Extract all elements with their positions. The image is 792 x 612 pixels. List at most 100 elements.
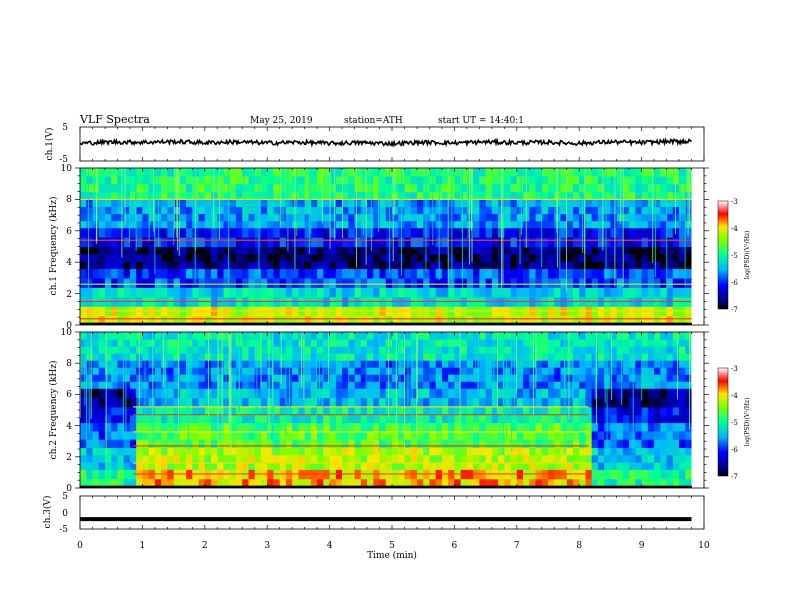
spectrogram-cell [410,237,418,248]
spectrogram-cell [660,353,668,361]
spectrogram-cell [223,261,231,270]
spectrogram-cell [554,388,562,399]
spectrogram-cell [111,199,119,208]
spectrogram-cell [304,478,312,488]
spectrogram-cell [523,287,530,298]
spectrogram-cell [186,447,193,456]
spectrogram-cell [229,397,237,408]
spectrogram-cell [360,478,368,488]
spectrogram-cell [92,261,100,270]
spectrogram-cell [104,268,112,279]
spectrogram-cell [204,454,212,463]
spectrogram-cell [410,227,418,238]
spectrogram-cell [304,227,312,238]
spectrogram-cell [647,227,655,238]
spectrogram-cell [211,462,218,470]
spectrogram-cell [254,268,262,279]
spectrogram-cell [310,447,318,456]
spectrogram-cell [373,430,381,440]
spectrogram-cell [541,287,549,298]
spectrogram-cell [198,430,206,440]
spectrogram-cell [98,332,106,340]
spectrogram-cell [529,191,537,200]
spectrogram-cell [666,388,674,399]
spectrogram-cell [629,346,636,354]
spectrogram-cell [423,213,431,222]
spectrogram-cell [541,414,549,424]
spectrogram-cell [392,199,399,208]
spectrogram-cell [554,287,562,298]
spectrogram-cell [104,447,112,456]
spectrogram-cell [485,237,493,248]
spectrogram-cell [360,430,368,440]
spectrogram-cell [267,381,275,389]
spectrogram-cell [186,439,193,449]
spectrogram-cell [179,287,187,298]
spectrogram-cell [310,277,318,288]
spectrogram-cell [179,454,187,463]
spectrogram-cell [566,246,574,255]
spectrogram-cell [267,237,275,248]
spectrogram-cell [342,199,349,208]
spectrogram-cell [323,253,331,262]
spectrogram-cell [192,287,200,298]
spectrogram-cell [186,237,193,248]
spectrogram-cell [117,397,125,408]
spectrogram-cell [616,406,624,416]
h1-ytick: 4 [66,258,72,268]
spectrogram-cell [329,388,337,399]
spectrogram-cell [385,454,393,463]
spectrogram-cell [529,339,537,347]
spectrogram-cell [179,220,187,229]
spectrogram-cell [423,183,431,193]
spectrogram-cell [192,315,200,325]
spectrogram-cell [173,422,181,432]
spectrogram-cell [398,374,406,382]
spectrogram-cell [379,447,387,456]
spectrogram-cell [604,168,611,177]
spectrogram-cell [123,447,131,456]
spectrogram-cell [80,447,87,456]
spectrogram-cell [591,213,599,222]
spectrogram-cell [111,206,119,215]
spectrogram-cell [342,237,349,248]
spectrogram-cell [167,199,175,208]
ch3-waveform-ylabel: ch.3(V) [42,496,53,529]
spectrogram-cell [273,374,281,382]
spectrogram-cell [548,447,555,456]
spectrogram-cell [622,175,630,185]
spectrogram-cell [167,430,175,440]
spectrogram-cell [111,414,119,424]
spectrogram-cell [485,261,493,270]
spectrogram-cell [179,462,187,470]
spectrogram-cell [685,199,693,208]
spectrogram-cell [504,315,512,325]
spectrogram-cell [566,367,574,375]
spectrogram-cell [585,253,593,262]
spectrogram-cell [310,346,318,354]
spectrogram-cell [186,268,193,279]
spectrogram-cell [236,168,243,177]
spectrogram-cell [410,454,418,463]
spectrogram-cell [229,406,237,416]
spectrogram-cell [273,478,281,488]
spectrogram-cell [260,454,268,463]
spectrogram-cell [597,414,605,424]
spectrogram-cell [198,381,206,389]
spectrogram-cell [198,439,206,449]
spectrogram-cell [585,454,593,463]
ch1-colorbar-label: log(PSD)(V²/Hz) [744,231,751,280]
spectrogram-cell [679,353,686,361]
spectrogram-cell [672,454,680,463]
spectrogram-cell [154,439,162,449]
spectrogram-cell [236,277,243,288]
spectrogram-cell [242,353,250,361]
spectrogram-cell [610,339,618,347]
spectrogram-cell [398,353,406,361]
spectrogram-cell [392,268,399,279]
spectrogram-cell [204,206,212,215]
spectrogram-cell [304,374,312,382]
spectrogram-cell [516,422,524,432]
spectrogram-cell [435,287,443,298]
spectrogram-cell [342,406,349,416]
